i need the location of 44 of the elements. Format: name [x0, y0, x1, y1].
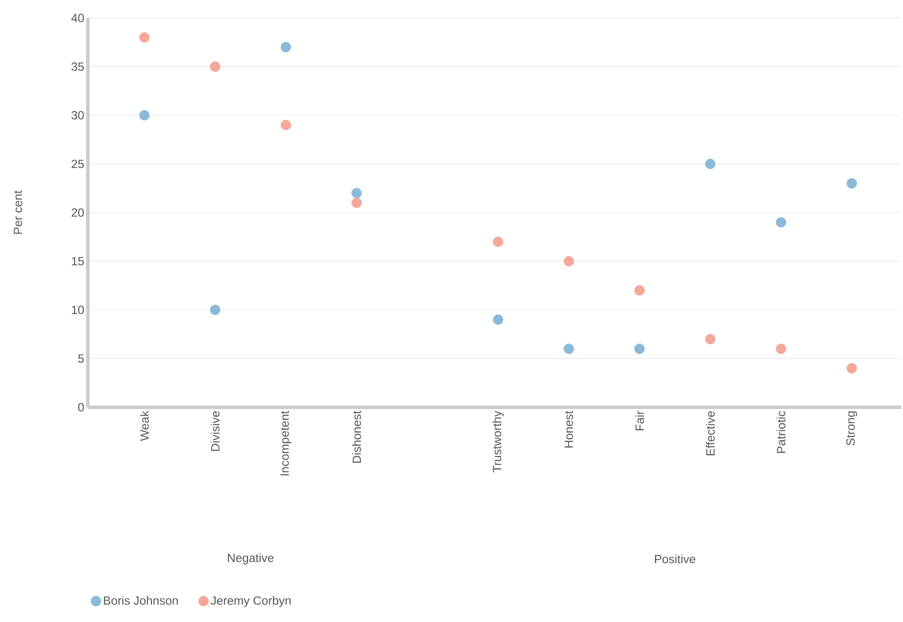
point	[492, 236, 504, 248]
y-tick-label: 35	[72, 62, 84, 71]
point	[634, 344, 645, 354]
y-tick-label: 20	[72, 208, 84, 217]
point	[776, 344, 786, 354]
point	[705, 334, 716, 344]
y-tick-label: 40	[71, 14, 84, 22]
point	[280, 120, 292, 130]
x-tick-label: Trustworthy	[492, 410, 504, 472]
point	[139, 110, 150, 121]
point	[776, 217, 786, 228]
text: Negative	[228, 553, 274, 565]
x-tick-label: Effective	[706, 411, 715, 456]
point	[280, 42, 292, 52]
x-tick-label: Honest	[564, 410, 573, 448]
point	[846, 178, 857, 189]
point	[351, 198, 362, 208]
point	[705, 158, 716, 170]
y-tick-label: 15	[72, 257, 84, 266]
point	[634, 285, 645, 296]
point	[492, 314, 504, 325]
x-tick-label: Fair	[635, 411, 644, 430]
point	[846, 363, 857, 374]
point	[210, 62, 220, 72]
point	[564, 256, 574, 267]
y-tick-label: 0	[78, 403, 84, 412]
legend-label: Boris Johnson	[104, 596, 178, 605]
y-axis-title: Per cent	[14, 190, 22, 234]
legend-label: Jeremy Corbyn	[210, 596, 291, 608]
point	[210, 304, 220, 316]
point	[564, 344, 574, 354]
y-tick-label: 10	[72, 306, 84, 314]
text: Positive	[655, 554, 696, 564]
x-tick-label: Weak	[140, 410, 149, 442]
y-tick-label: 25	[72, 160, 84, 168]
x-tick-label: Strong	[846, 412, 858, 446]
point	[139, 32, 150, 43]
x-tick-label: Patriotic	[776, 411, 786, 453]
x-tick-label: Incompetent	[280, 410, 292, 476]
y-tick-label: 5	[78, 354, 84, 363]
point	[351, 188, 362, 198]
x-tick-label: Divisive	[210, 411, 220, 451]
y-tick-label: 30	[72, 111, 84, 120]
x-tick-label: Dishonest	[352, 410, 361, 463]
